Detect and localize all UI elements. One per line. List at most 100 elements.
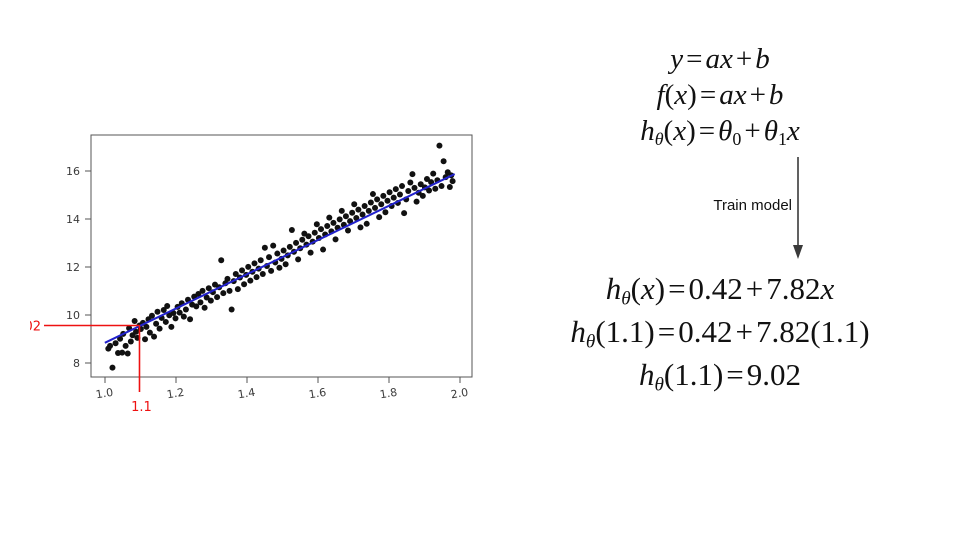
scatter-point <box>426 187 433 194</box>
scatter-point <box>286 243 293 250</box>
scatter-point <box>168 323 175 330</box>
scatter-point <box>220 290 227 297</box>
scatter-point <box>199 287 206 294</box>
arrow-icon <box>793 156 803 259</box>
scatter-point <box>409 171 416 178</box>
scatter-point <box>143 323 150 330</box>
x-tick-label: 1.6 <box>308 386 327 402</box>
scatter-point <box>197 299 204 306</box>
x-axis-ticks: 1.0 1.2 1.4 1.6 1.8 2.0 <box>95 377 469 401</box>
y-tick-label: 8 <box>73 357 80 370</box>
scatter-point <box>353 215 360 222</box>
scatter-point <box>154 308 161 315</box>
scatter-point <box>133 328 140 335</box>
scatter-point <box>440 158 447 165</box>
equation-panel: y = ax + b f(x) = ax + b hθ(x) = θ0 + θ1x Train mode… <box>490 42 950 482</box>
scatter-point <box>320 246 327 253</box>
scatter-point <box>203 294 210 301</box>
y-tick-label: 12 <box>66 261 80 274</box>
scatter-point <box>313 221 320 228</box>
scatter-point <box>413 198 420 205</box>
equation-trained-hypothesis: hθ(x)=0.42+7.82x <box>605 270 835 310</box>
train-model-arrow-block: Train model <box>620 156 820 265</box>
scatter-point <box>288 227 295 234</box>
y-axis-ticks: 16 14 12 10 8 <box>66 165 91 370</box>
scatter-point <box>386 189 393 196</box>
equation-substituted: hθ(1.1)=0.42+7.82(1.1) <box>570 313 870 353</box>
scatter-point <box>390 194 397 201</box>
x-tick-label: 1.0 <box>95 386 114 402</box>
scatter-point <box>374 196 381 203</box>
scatter-point <box>436 142 443 149</box>
scatter-point <box>299 236 306 243</box>
scatter-point <box>384 197 391 204</box>
query-value-label: 1.1 <box>131 400 152 415</box>
scatter-point <box>193 303 200 310</box>
scatter-point <box>205 285 212 292</box>
scatter-point <box>228 306 235 313</box>
intercept-value: 0.42 <box>678 313 733 349</box>
scatter-point <box>119 349 126 356</box>
scatter-point <box>382 209 389 216</box>
scatter-point <box>180 313 187 320</box>
scatter-point <box>270 242 277 249</box>
scatter-point <box>245 263 252 270</box>
scatter-point <box>107 342 114 349</box>
scatter-point <box>201 304 208 311</box>
scatter-point <box>417 181 424 188</box>
scatter-point <box>407 179 414 186</box>
scatter-point <box>251 260 258 267</box>
scatter-point <box>396 191 403 198</box>
y-tick-label: 14 <box>66 213 80 226</box>
scatter-point <box>372 204 379 211</box>
scatter-point <box>428 179 435 186</box>
scatter-point <box>355 206 362 213</box>
equation-linear-form-fx: f(x) = ax + b <box>656 79 784 112</box>
scatter-point <box>376 214 383 221</box>
x-tick-label: 1.2 <box>166 386 185 402</box>
scatter-point <box>336 216 343 223</box>
scatter-point <box>438 183 445 190</box>
scatter-point <box>361 203 368 210</box>
scatter-points <box>105 142 456 371</box>
scatter-point <box>317 226 324 233</box>
scatter-point <box>365 207 372 214</box>
scatter-point <box>218 257 225 264</box>
scatter-point <box>293 239 300 246</box>
output-value: 9.02 <box>746 356 802 392</box>
x-tick-label: 2.0 <box>450 386 469 402</box>
scatter-point <box>214 294 221 301</box>
fit-line-segment <box>104 173 456 344</box>
scatter-point <box>369 191 376 198</box>
scatter-point <box>332 236 339 243</box>
predicted-value-label: 9.02 <box>30 319 41 334</box>
fitted-regression-line <box>104 173 456 344</box>
scatter-point <box>274 250 281 257</box>
scatter-point <box>226 287 233 294</box>
input-value: 1.1 <box>674 356 713 392</box>
scatter-point <box>176 309 183 316</box>
scatter-point <box>378 201 385 208</box>
scatter-point <box>342 213 349 220</box>
scatter-point <box>401 210 408 217</box>
scatter-point <box>162 318 169 325</box>
y-tick-label: 10 <box>66 309 80 322</box>
scatter-point <box>253 274 260 281</box>
scatter-point <box>247 277 254 284</box>
slope-value: 7.82 <box>766 270 821 306</box>
scatter-point <box>153 320 160 327</box>
scatter-point <box>423 175 430 182</box>
scatter-point <box>146 329 153 336</box>
scatter-point <box>367 199 374 206</box>
scatter-point <box>411 184 418 191</box>
scatter-point <box>151 333 158 340</box>
scatter-point <box>131 318 138 325</box>
equation-linear-form-y: y = ax + b <box>670 43 770 75</box>
scatter-point <box>405 187 412 194</box>
scatter-point <box>259 270 266 277</box>
scatter-point <box>224 275 231 282</box>
scatter-point <box>280 247 287 254</box>
x-tick-label: 1.8 <box>379 386 398 402</box>
scatter-point <box>446 183 453 190</box>
